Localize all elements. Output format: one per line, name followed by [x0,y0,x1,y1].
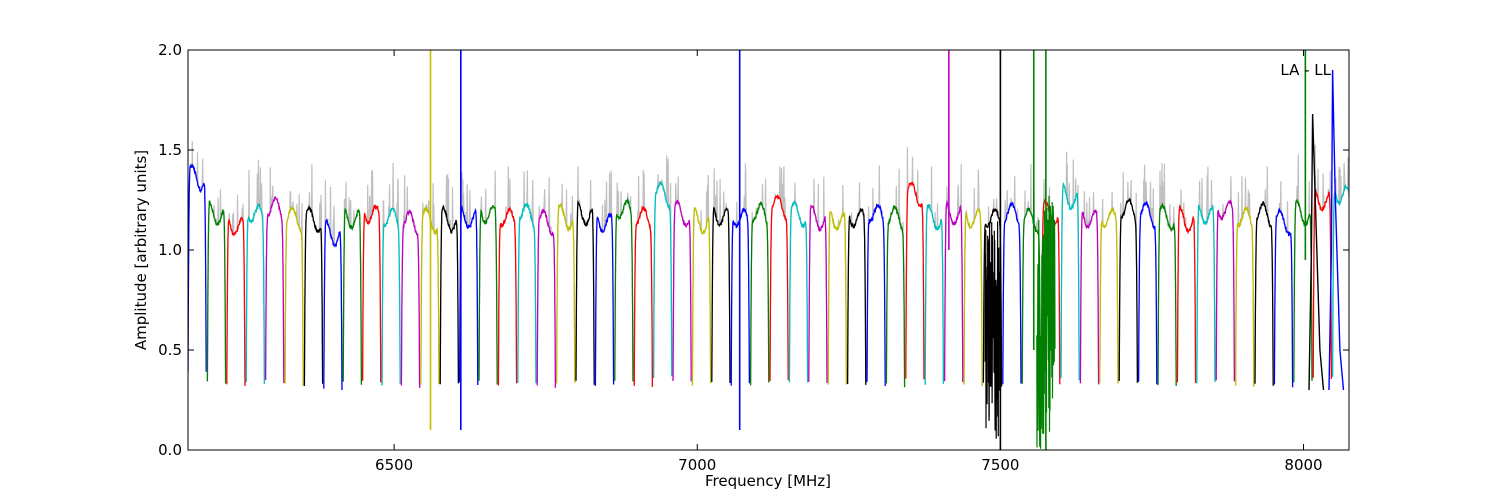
series-channel-32 [808,204,828,383]
series-channel-41 [982,207,1003,387]
series-channel-7 [323,219,343,391]
series-channel-50 [1157,202,1177,386]
series-channel-36 [885,204,906,388]
series-channel-13 [439,204,460,385]
series-channel-29 [749,201,770,386]
series-channel-51 [1176,204,1197,384]
y-axis-label: Amplitude [arbitrary units] [132,150,150,350]
series-channel-27 [711,206,731,384]
series-channel-49 [1137,200,1158,385]
x-tick-label-0: 6500 [375,456,413,474]
series-channel-31 [788,199,809,383]
series-channel-30 [769,193,789,382]
series-channel-10 [381,207,401,386]
series-channel-48 [1118,197,1139,383]
series-channel-34 [846,208,867,385]
series-channel-0 [188,163,207,373]
series-channel-5 [284,206,304,386]
series-channel-14 [458,205,479,386]
series-channel-52 [1196,204,1216,384]
y-tick-label-4: 2.0 [158,41,182,59]
y-tick-label-3: 1.5 [158,141,182,159]
y-tick-label-1: 0.5 [158,341,182,359]
ticks-layer: 6500 7000 7500 8000 0.0 0.5 1.0 1.5 2.0 [158,41,1349,474]
series-channel-58 [1312,189,1333,380]
x-tick-label-1: 7000 [678,456,716,474]
series-channel-53 [1215,199,1236,382]
series-channel-45 [1060,181,1080,381]
series-channel-18 [536,208,557,388]
series-channel-6 [303,204,324,387]
series-channel-38 [924,203,945,385]
series-channel-2 [226,216,246,386]
series-channel-26 [691,207,712,386]
series-channel-19 [555,201,576,384]
series-channel-54 [1234,206,1255,387]
series-channel-35 [866,203,886,387]
series-channel-4 [264,195,285,384]
series-channel-57 [1293,199,1313,383]
series-channel-24 [652,181,673,379]
series-channel-15 [478,204,498,385]
end-peak-0 [1308,113,1325,391]
series-layer [188,50,1349,450]
series-channel-47 [1099,207,1119,384]
series-channel-1 [206,200,227,384]
chart-annotation: LA - LL [1280,61,1331,79]
series-channel-42 [1002,201,1022,385]
series-channel-40 [963,207,983,387]
series-channel-39 [943,199,964,382]
series-channel-37 [905,181,925,380]
series-channel-9 [361,204,382,383]
x-tick-label-3: 8000 [1284,456,1322,474]
series-channel-43 [1021,207,1042,388]
series-channel-17 [517,202,537,384]
series-channel-33 [827,211,848,385]
series-channel-8 [342,208,363,385]
x-axis-label: Frequency [MHz] [705,472,831,490]
series-channel-25 [672,199,692,382]
series-channel-56 [1273,207,1294,388]
series-channel-22 [614,197,634,382]
series-channel-16 [497,207,518,386]
end-peak-1 [1328,69,1345,391]
series-channel-21 [594,212,615,386]
series-channel-23 [633,205,654,387]
series-channel-55 [1254,200,1274,386]
x-tick-label-2: 7500 [981,456,1019,474]
series-channel-46 [1079,209,1100,385]
y-tick-label-2: 1.0 [158,241,182,259]
series-channel-11 [400,208,421,389]
series-channel-20 [575,200,595,385]
noisy-band-0 [984,221,1001,439]
y-tick-label-0: 0.0 [158,441,182,459]
series-channel-3 [245,203,266,384]
